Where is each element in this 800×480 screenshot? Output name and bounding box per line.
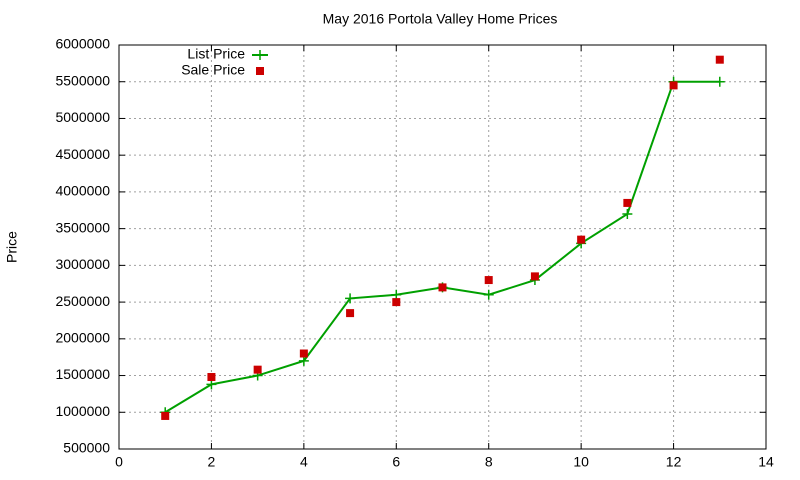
legend-label: List Price [187,46,245,62]
plus-marker [483,289,494,300]
square-marker [530,272,539,281]
square-marker [669,81,678,90]
legend-label: Sale Price [181,62,245,78]
y-tick-label: 3000000 [55,256,110,272]
y-axis-label: Price [4,231,20,263]
square-marker [623,198,632,207]
y-tick-label: 5000000 [55,109,110,125]
y-tick-label: 4500000 [55,146,110,162]
plus-marker [622,208,633,219]
square-marker [392,298,401,307]
y-tick-label: 4000000 [55,183,110,199]
x-tick-label: 8 [485,454,493,470]
y-tick-label: 2000000 [55,330,110,346]
y-tick-label: 1000000 [55,403,110,419]
y-tick-label: 1500000 [55,366,110,382]
x-tick-label: 6 [392,454,400,470]
y-tick-label: 2500000 [55,293,110,309]
square-marker [299,349,308,358]
y-tick-label: 500000 [63,440,110,456]
square-marker [438,283,447,292]
square-marker [161,411,170,420]
square-marker [256,67,264,75]
square-marker [346,309,355,318]
y-tick-label: 6000000 [55,36,110,52]
plus-marker [298,355,309,366]
plus-marker [255,50,265,60]
series-line [164,80,720,414]
plus-marker [345,293,356,304]
square-marker [577,235,586,244]
x-tick-label: 2 [208,454,216,470]
x-tick-label: 4 [300,454,308,470]
x-tick-label: 14 [758,454,774,470]
y-tick-label: 3500000 [55,219,110,235]
y-tick-label: 5500000 [55,72,110,88]
x-tick-label: 12 [666,454,682,470]
x-tick-label: 10 [573,454,589,470]
square-marker [715,55,724,64]
x-tick-label: 0 [115,454,123,470]
chart-title: May 2016 Portola Valley Home Prices [323,11,558,27]
square-marker [253,365,262,374]
square-marker [207,373,216,382]
plus-marker [714,76,725,87]
square-marker [484,276,493,285]
plus-marker [391,289,402,300]
plot-frame [118,44,767,450]
plus-marker [206,379,217,390]
